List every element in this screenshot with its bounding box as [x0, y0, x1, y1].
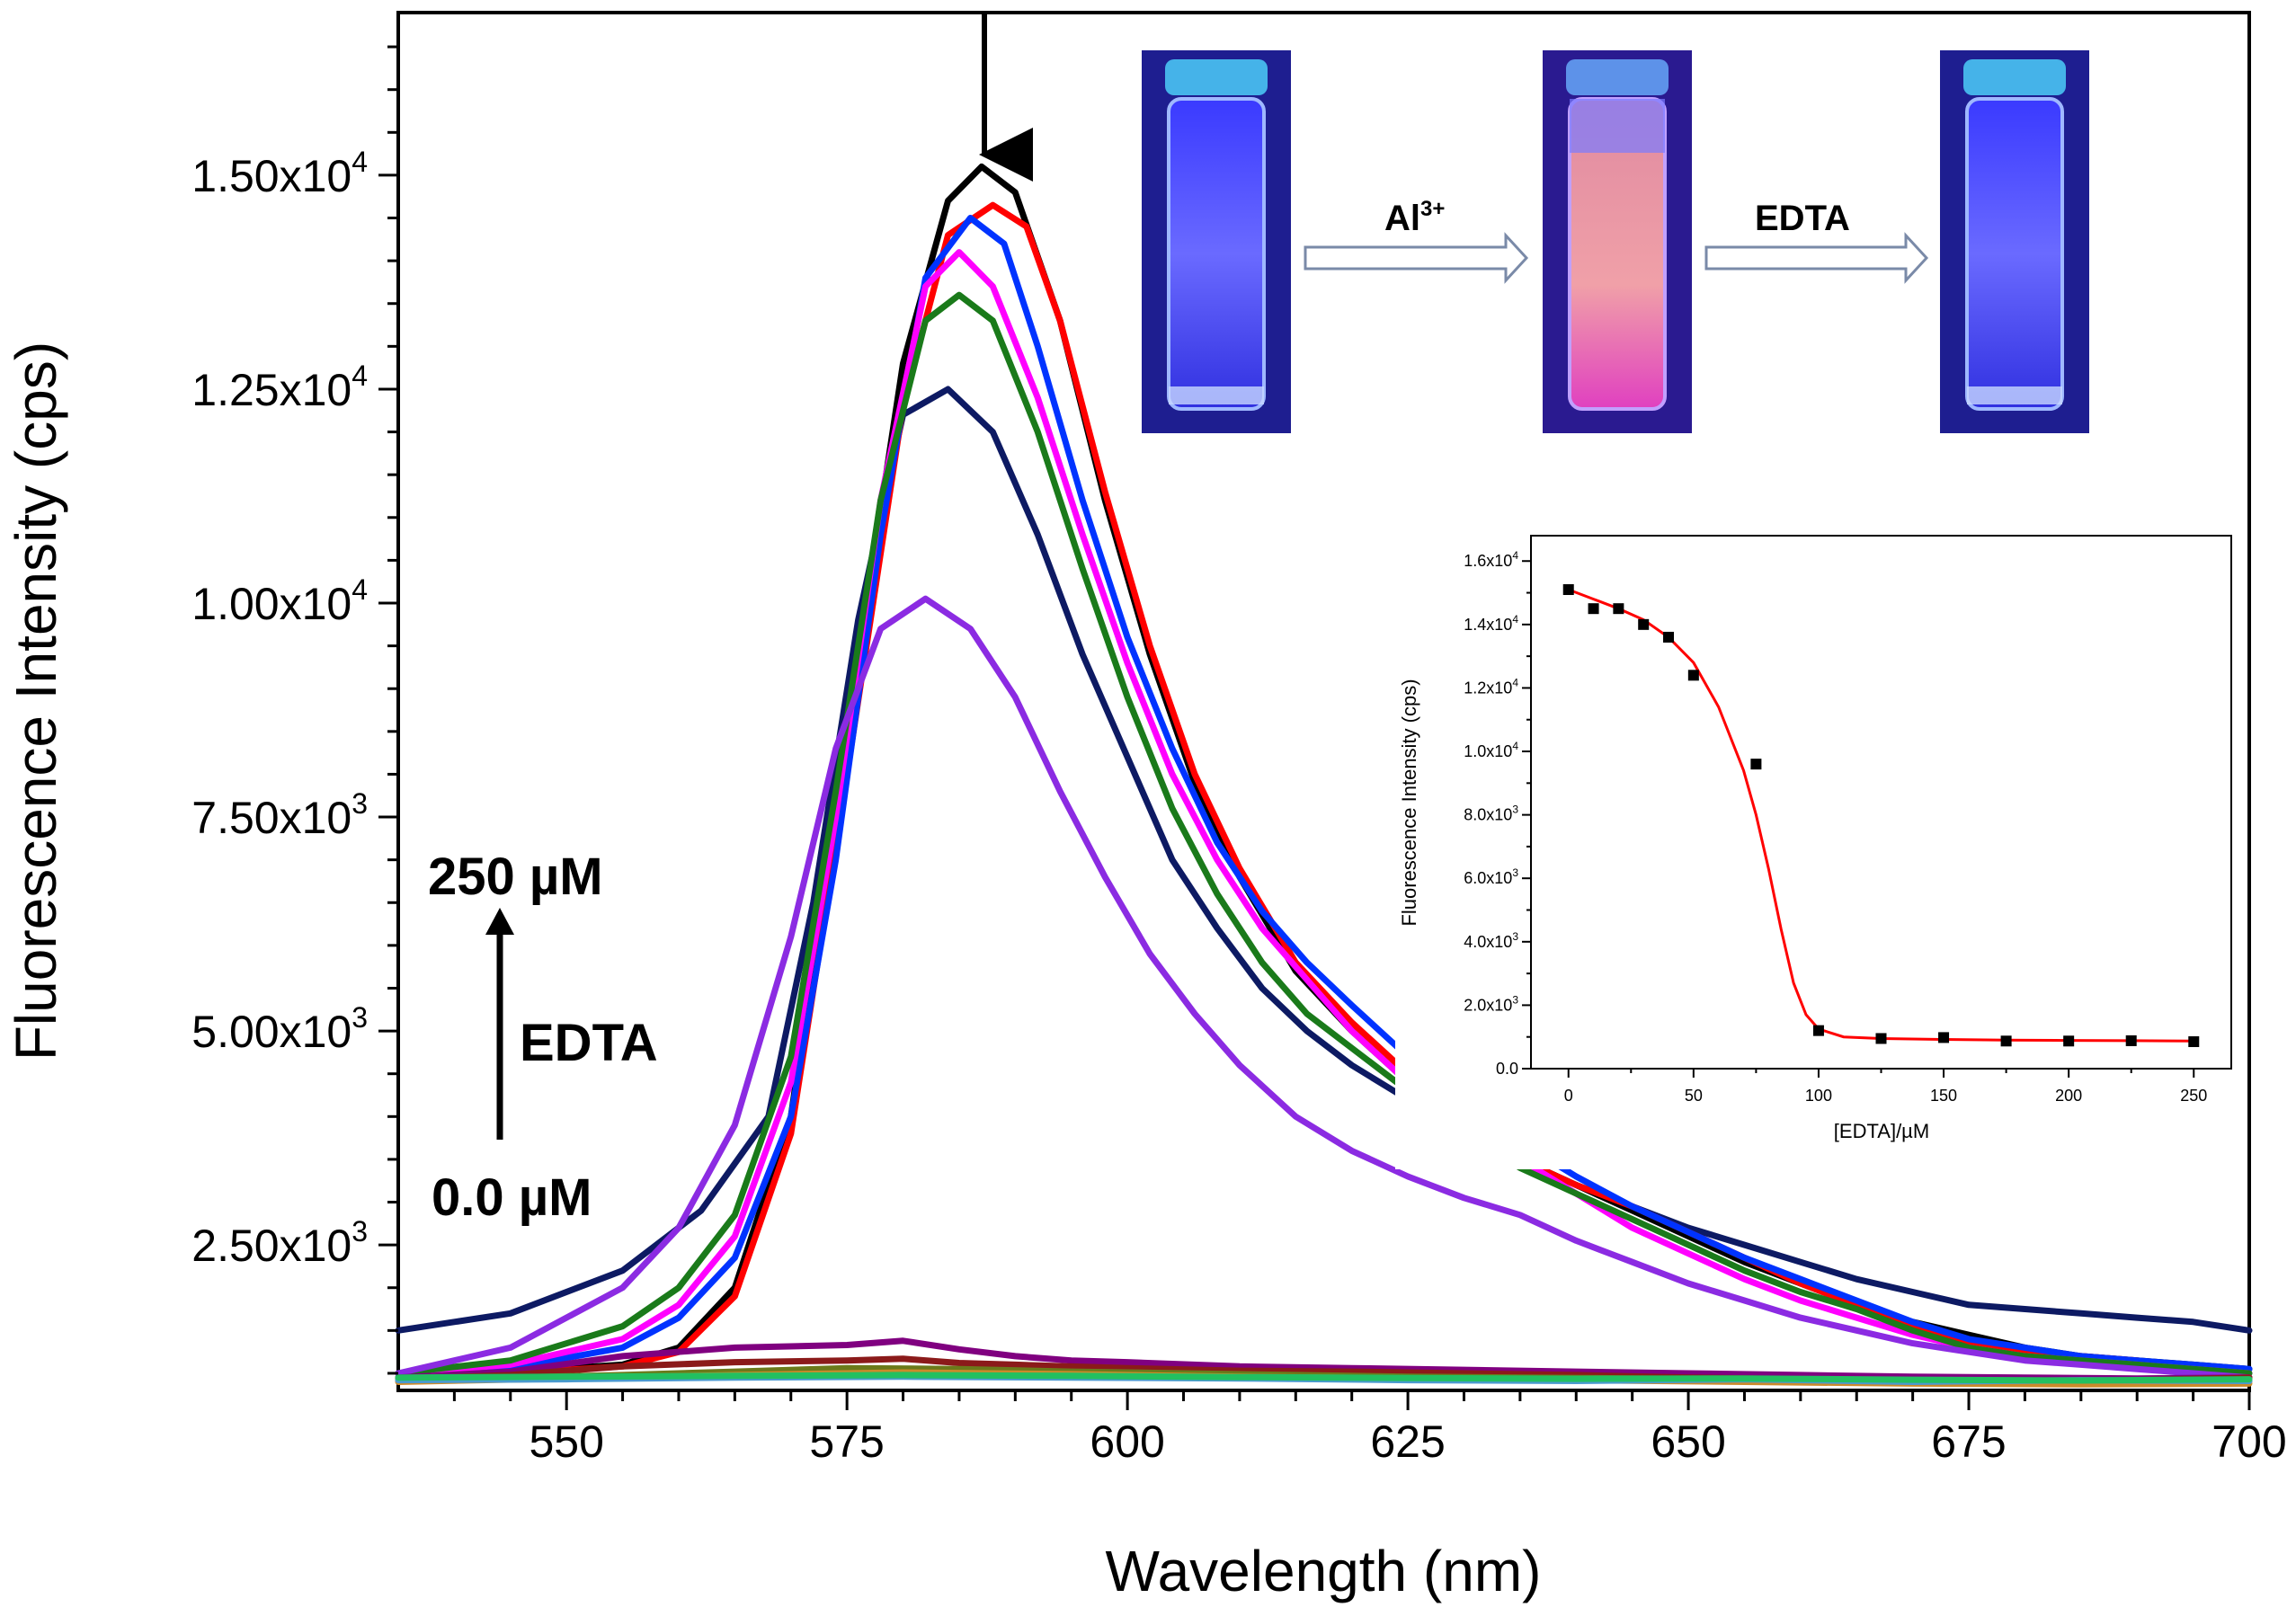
series-line-7	[395, 595, 2253, 1381]
series-line-6	[395, 291, 2253, 1377]
x-tick-label: 600	[1090, 1416, 1164, 1467]
x-tick-label: 650	[1651, 1416, 1725, 1467]
inset-data-point	[1750, 759, 1762, 770]
inset-data-point	[1663, 631, 1675, 643]
x-tick-label: 575	[809, 1416, 884, 1467]
inset-y-tick-label: 4.0x103	[1464, 930, 1518, 951]
inset-fit-curve	[1568, 588, 2194, 1043]
inset-y-tick-label: 1.2x104	[1464, 676, 1518, 697]
inset-x-tick-label: 250	[2180, 1087, 2207, 1105]
step-arrow-1	[1304, 232, 1529, 284]
inset-data-point	[2063, 1035, 2075, 1047]
inset-x-tick-label: 150	[1930, 1087, 1957, 1105]
step-arrow-2	[1704, 232, 1929, 284]
y-tick-label: 1.25x104	[191, 360, 368, 415]
axis-layer: 550 575 600 625 650 675 700 2.50x103 5.00x103 7.5…	[191, 45, 2287, 1467]
inset-data-point	[1638, 618, 1650, 630]
inset-y-tick-label: 6.0x103	[1464, 866, 1518, 887]
inset-data-point	[1938, 1032, 1950, 1043]
x-tick-label: 550	[529, 1416, 603, 1467]
vial-photo-2	[1543, 50, 1692, 433]
inset-x-tick-label: 100	[1805, 1087, 1832, 1105]
inset-y-tick-label: 2.0x103	[1464, 993, 1518, 1014]
titration-arrowhead	[485, 908, 514, 935]
y-tick-label: 7.50x103	[191, 787, 368, 843]
series-layer	[395, 163, 2253, 1388]
annotation-reagent: EDTA	[520, 1014, 658, 1072]
y-tick-label: 1.00x104	[191, 573, 368, 629]
inset-data-point	[2125, 1034, 2137, 1046]
series-line-13	[395, 1372, 2253, 1384]
series-line-4	[395, 215, 2253, 1377]
inset-data-point	[1613, 603, 1624, 615]
vial-photo-1	[1142, 50, 1291, 433]
x-tick-label: 700	[2211, 1416, 2286, 1467]
inset-data-point	[2000, 1035, 2012, 1047]
inset-data-point	[1562, 584, 1574, 596]
annotation-top-conc: 250 µM	[428, 848, 603, 906]
x-tick-label: 675	[1931, 1416, 2006, 1467]
plot-frame	[396, 11, 2251, 1392]
annotation-bottom-conc: 0.0 µM	[432, 1168, 592, 1227]
inset-x-tick-label: 50	[1685, 1087, 1703, 1105]
inset-data-point	[1588, 603, 1599, 615]
inset-x-tick-label: 0	[1564, 1087, 1573, 1105]
x-tick-label: 625	[1370, 1416, 1445, 1467]
inset-layer: 0 50 100 150 200 250 0.0 2.0x103 4.0x103 6.0x103 8…	[1464, 549, 2207, 1105]
y-axis-title: Fluorescence Intensity (cps)	[4, 342, 68, 1061]
step1-label: Al3+	[1384, 197, 1445, 238]
vial-photo-3	[1940, 50, 2089, 433]
inset-y-tick-label: 8.0x103	[1464, 804, 1518, 824]
inset-y-tick-label: 1.4x104	[1464, 613, 1518, 634]
inset-y-tick-label: 1.6x104	[1464, 549, 1518, 570]
x-axis-title: Wavelength (nm)	[1106, 1539, 1542, 1603]
inset-y-title: Fluorescence Intensity (cps)	[1398, 679, 1420, 926]
inset-y-tick-label: 1.0x104	[1464, 740, 1518, 760]
inset-data-point	[1687, 670, 1699, 681]
inset-x-title: [EDTA]/µM	[1834, 1120, 1929, 1142]
inset-data-point	[1875, 1033, 1887, 1044]
y-tick-label: 2.50x103	[191, 1215, 368, 1271]
inset-y-tick-label: 0.0	[1496, 1060, 1518, 1078]
inset-background	[1395, 536, 2233, 1169]
y-tick-label: 1.50x104	[191, 146, 368, 201]
inset-data-point	[1812, 1025, 1824, 1036]
step2-label: EDTA	[1755, 199, 1850, 238]
y-tick-label: 5.00x103	[191, 1001, 368, 1057]
inset-x-tick-label: 200	[2055, 1087, 2082, 1105]
inset-data-point	[2188, 1035, 2200, 1047]
